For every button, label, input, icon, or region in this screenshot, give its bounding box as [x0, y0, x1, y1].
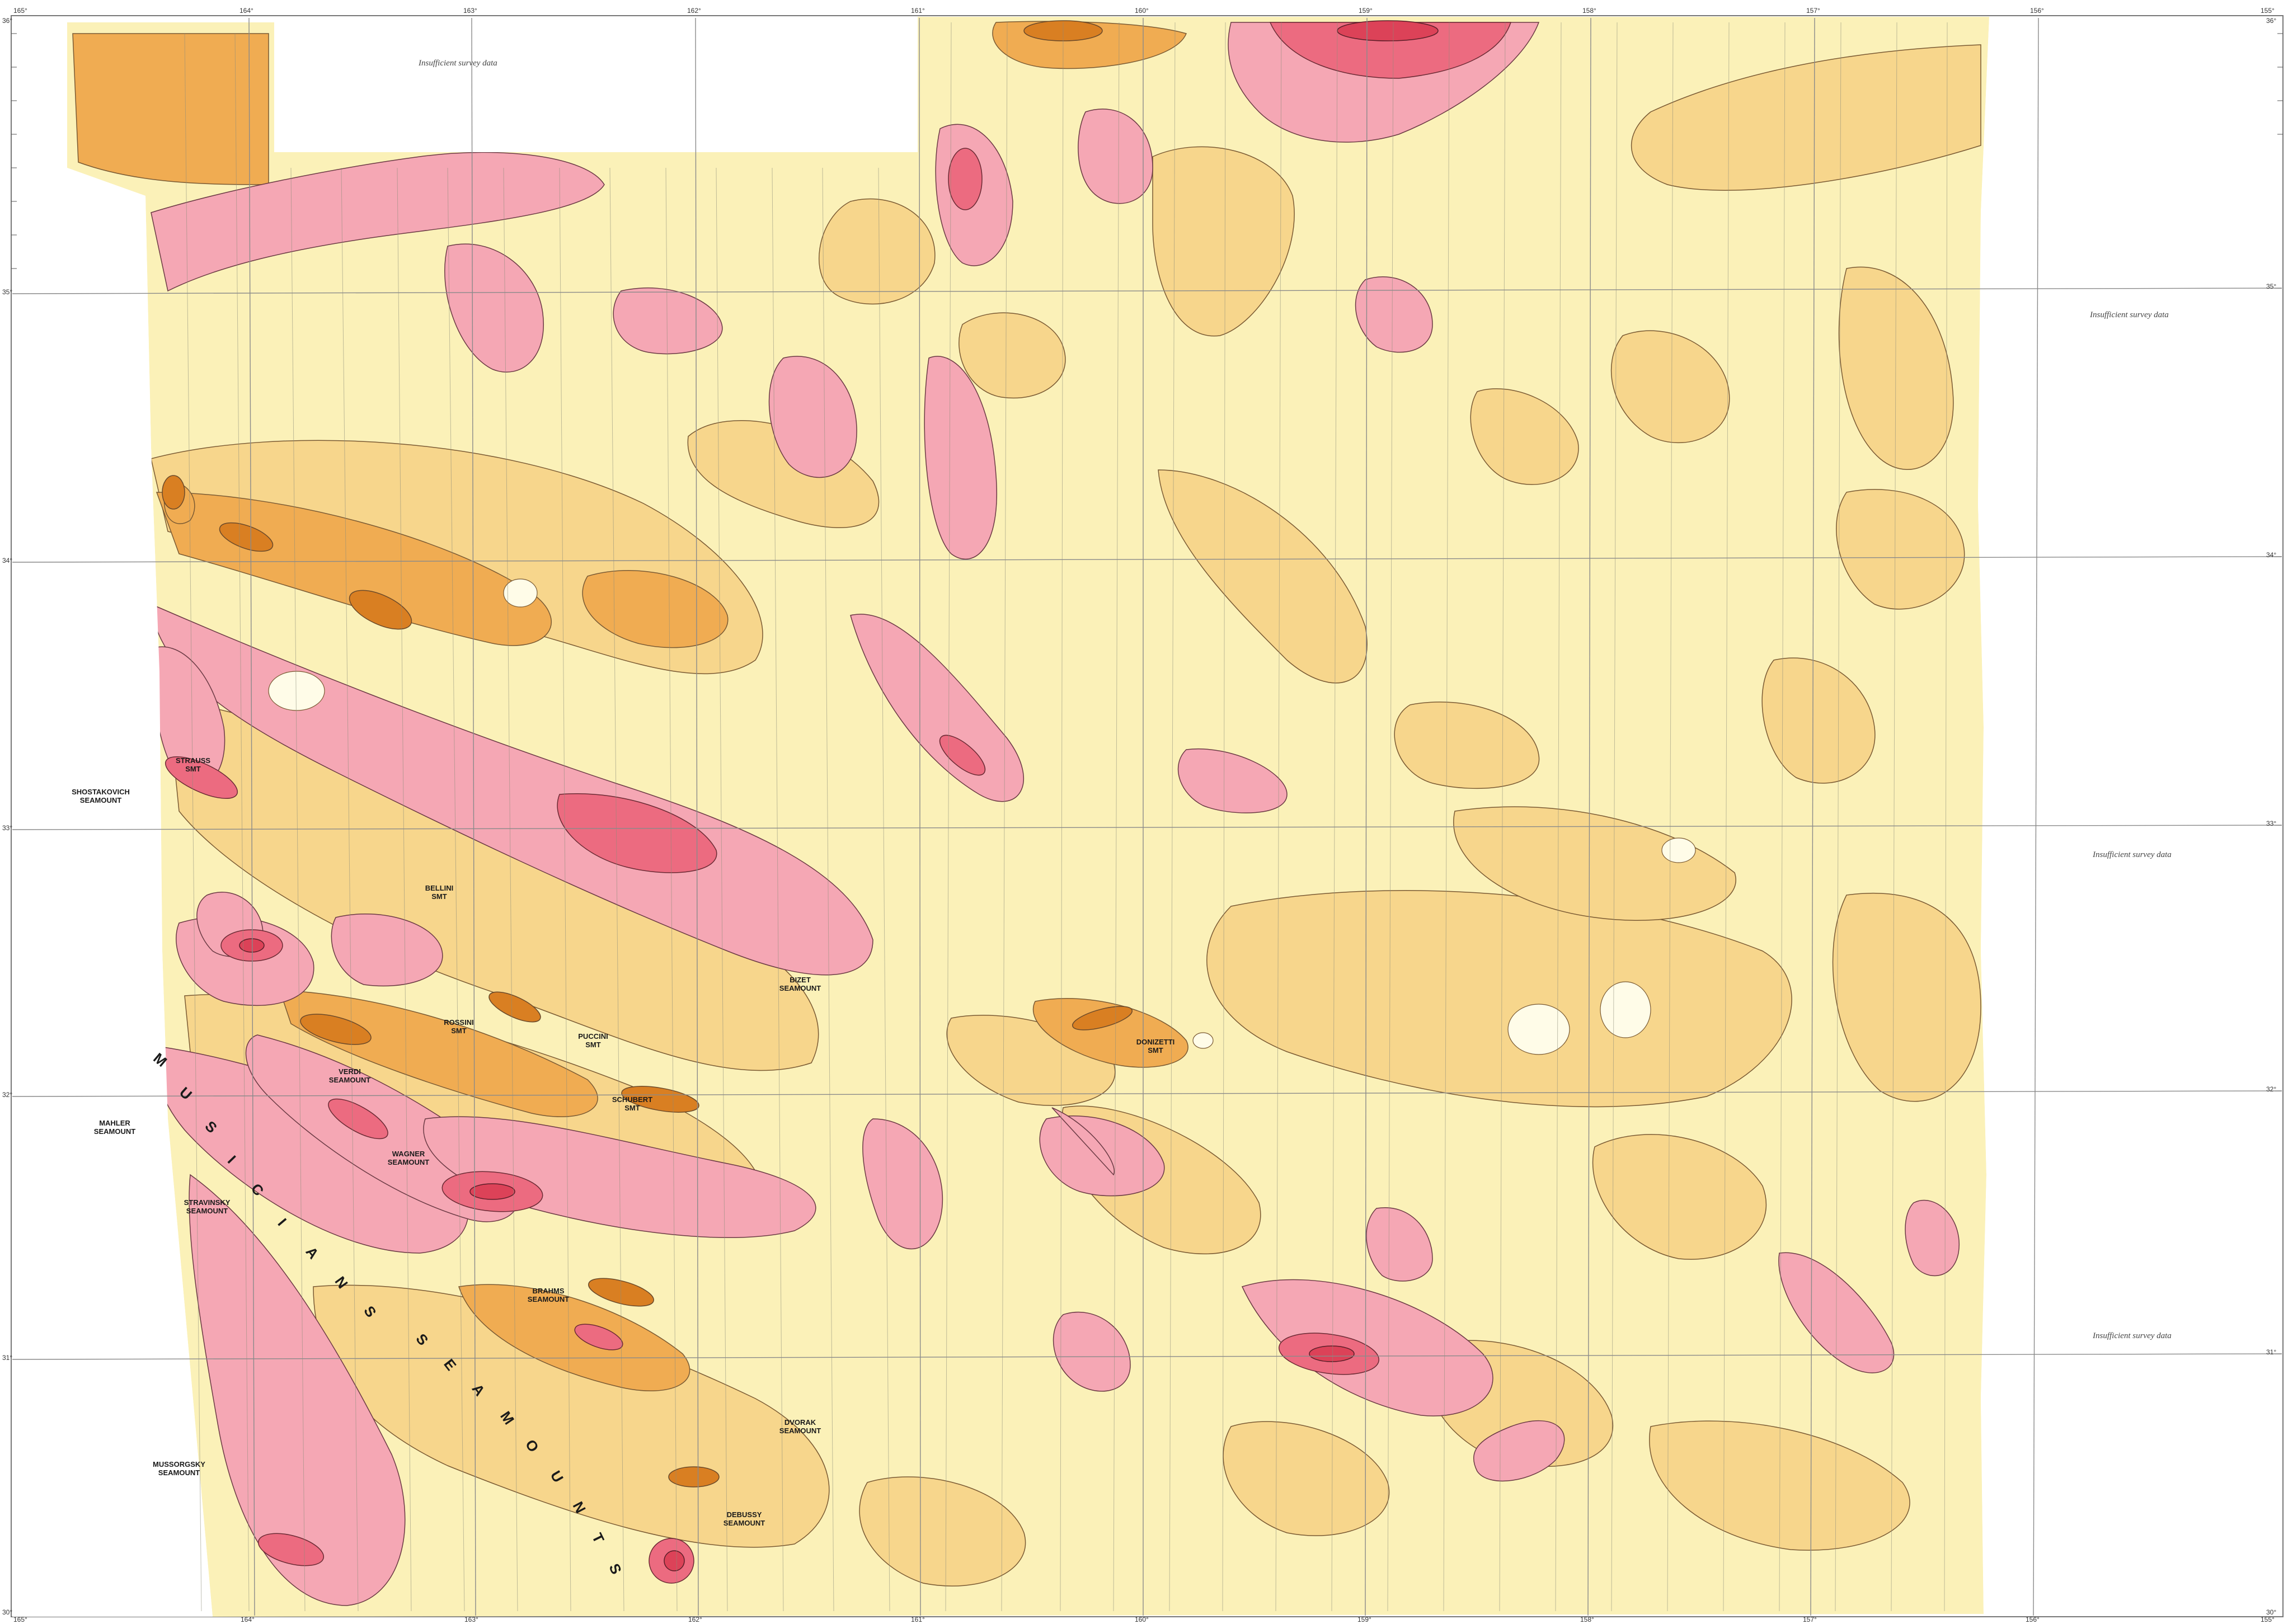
seamount-label: STRAUSS SMT [175, 756, 211, 773]
lon-top-label: 157° [1806, 7, 1820, 15]
unsurveyed-left [12, 168, 213, 1617]
lat-right-label: 31° [2266, 1348, 2277, 1356]
seamount-label: DONIZETTI SMT [1136, 1038, 1175, 1055]
lon-bottom-label: 159° [1357, 1616, 1371, 1623]
lat-left-label: 31° [2, 1354, 13, 1362]
lon-top-label: 165° [13, 7, 27, 15]
lon-top-label: 155° [2261, 7, 2275, 15]
lat-left-label: 35° [2, 288, 13, 296]
frame-ticks [11, 33, 2283, 269]
anomaly-zones-pink [151, 22, 1960, 1606]
seamount-label: STRAVINSKY SEAMOUNT [184, 1198, 231, 1215]
lon-bottom-label: 162° [688, 1616, 702, 1623]
insufficient-data-note: Insufficient survey data [2093, 1331, 2172, 1340]
unsurveyed-right [1978, 17, 2282, 1616]
lat-left-label: 34° [2, 557, 13, 564]
lon-top-label: 162° [687, 7, 701, 15]
lon-top-label: 156° [2030, 7, 2044, 15]
seamount-label: DEBUSSY SEAMOUNT [723, 1510, 765, 1527]
lon-top-label: 160° [1135, 7, 1149, 15]
insufficient-data-note: Insufficient survey data [419, 59, 497, 68]
lat-left-label: 32° [2, 1091, 13, 1099]
seamount-label: BRAHMS SEAMOUNT [527, 1287, 570, 1303]
lat-left-label: 30° [2, 1608, 13, 1616]
insufficient-data-note: Insufficient survey data [2093, 850, 2172, 859]
seamount-label: BELLINI SMT [425, 884, 454, 901]
lon-bottom-label: 158° [1580, 1616, 1594, 1623]
anomaly-holes [268, 578, 1696, 1055]
seamount-label: BIZET SEAMOUNT [779, 976, 821, 992]
lon-bottom-label: 164° [241, 1616, 255, 1623]
insufficient-data-note: Insufficient survey data [2090, 310, 2169, 319]
lat-right-label: 35° [2266, 283, 2277, 290]
lat-right-label: 30° [2266, 1608, 2277, 1616]
seamount-label: SCHUBERT SMT [612, 1095, 653, 1112]
lon-top-label: 158° [1582, 7, 1596, 15]
seamount-label: DVORAK SEAMOUNT [779, 1418, 821, 1435]
lon-top-label: 164° [239, 7, 253, 15]
lon-bottom-label: 155° [2261, 1616, 2275, 1623]
seamount-label: WAGNER SEAMOUNT [387, 1150, 430, 1166]
survey-tracks [184, 22, 1948, 1612]
lon-top-label: 163° [463, 7, 477, 15]
seamount-label: PUCCINI SMT [578, 1032, 608, 1049]
seamount-label: MAHLER SEAMOUNT [93, 1119, 136, 1136]
seamount-label: SHOSTAKOVICH SEAMOUNT [72, 788, 130, 804]
lon-bottom-label: 161° [911, 1616, 925, 1623]
lon-top-label: 159° [1359, 7, 1373, 15]
lon-top-label: 161° [911, 7, 925, 15]
graticule [12, 17, 2282, 1616]
lat-right-label: 34° [2266, 551, 2277, 559]
lat-right-label: 36° [2266, 17, 2277, 25]
seamount-label: MUSSORGSKY SEAMOUNT [153, 1460, 205, 1477]
seamount-label: VERDI SEAMOUNT [328, 1067, 371, 1084]
anomaly-cores-red [165, 22, 1512, 1584]
seamount-label: ROSSINI SMT [444, 1018, 474, 1035]
lat-right-label: 32° [2266, 1085, 2277, 1093]
lon-bottom-label: 157° [1803, 1616, 1817, 1623]
lon-bottom-label: 165° [13, 1616, 27, 1623]
lat-right-label: 33° [2266, 820, 2277, 827]
lon-bottom-label: 163° [464, 1616, 478, 1623]
lon-bottom-label: 156° [2026, 1616, 2040, 1623]
unsurveyed-block [274, 18, 918, 152]
map-border [11, 15, 2284, 1617]
lat-left-label: 33° [2, 824, 13, 832]
anomaly-peaks [239, 20, 1439, 1571]
lat-left-label: 36° [2, 17, 13, 25]
lon-bottom-label: 160° [1135, 1616, 1149, 1623]
